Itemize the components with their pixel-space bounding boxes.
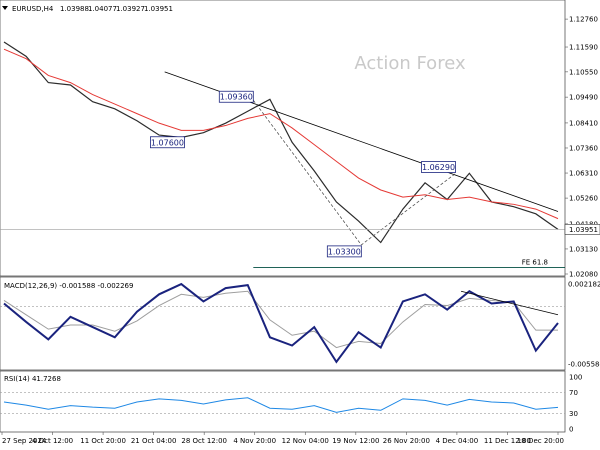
price-label-text: 1.07600	[151, 138, 184, 147]
y-tick-label: 1.12760	[569, 16, 598, 24]
x-tick-label: 11 Dec 12:00	[484, 437, 531, 445]
y-tick-label: 1.06310	[569, 170, 598, 178]
ohlc-low: 1.03927	[116, 5, 145, 13]
x-tick-label: 4 Oct 12:00	[32, 437, 73, 445]
x-tick-label: 18 Dec 20:00	[517, 437, 564, 445]
x-tick-label: 21 Oct 04:00	[131, 437, 177, 445]
fibonacci-zigzag[interactable]	[252, 100, 456, 246]
y-tick-label: 1.07360	[569, 144, 598, 152]
main-panel-frame	[0, 0, 566, 277]
axis-layer: 1.12760 1.11590 1.10550 1.09490 1.08410 1.073…	[1, 16, 600, 445]
x-tick-label: 27 Sep 2024	[2, 437, 47, 445]
rsi-panel-frame	[0, 370, 566, 433]
symbol-label: EURUSD,H4	[12, 5, 54, 13]
price-label: 1.06290	[421, 161, 456, 173]
y-tick-label: 1.10550	[569, 68, 598, 76]
macd-title: MACD(12,26,9) -0.001588 -0.002269	[4, 282, 133, 290]
rsi-y-tick-label: 30	[569, 410, 578, 418]
y-tick-label: 1.08410	[569, 119, 598, 127]
price-label: 1.03300	[326, 245, 362, 258]
rsi-title: RSI(14) 41.7268	[4, 375, 61, 383]
rsi-y-tick-label: 100	[569, 374, 582, 382]
price-label-box	[218, 90, 254, 103]
price-label-box	[421, 161, 456, 173]
macd-line	[3, 282, 559, 364]
price-line	[3, 41, 559, 244]
macd-panel-frame	[0, 276, 566, 371]
dropdown-triangle-icon[interactable]	[2, 6, 8, 10]
rsi-layer	[0, 392, 565, 414]
y-tick-label: 1.03130	[569, 245, 598, 253]
current-price-tag	[564, 224, 600, 235]
x-tick-label: 19 Nov 12:00	[332, 437, 379, 445]
macd-y-tick-label: -0.005584	[568, 360, 600, 368]
x-tick-label: 26 Nov 20:00	[383, 437, 430, 445]
price-label-text: 1.03300	[328, 247, 361, 256]
current-price-label: 1.03951	[569, 226, 598, 234]
rsi-y-tick-label: 70	[569, 389, 578, 397]
y-tick-label: 1.09490	[569, 94, 598, 102]
main-price-layer: FE 61.8 1.09360 1.07600 1.03300 1.06290	[0, 41, 565, 268]
x-tick-label: 11 Oct 20:00	[80, 437, 126, 445]
macd-layer	[0, 282, 565, 364]
y-tick-label: 1.02080	[569, 271, 598, 279]
y-tick-label: 1.11590	[569, 44, 598, 52]
x-tick-label: 12 Nov 04:00	[282, 437, 329, 445]
ohlc-close: 1.03951	[144, 5, 173, 13]
price-label-text: 1.06290	[422, 163, 455, 172]
ohlc-open: 1.03988	[60, 5, 89, 13]
chart-header: EURUSD,H4 1.03988 1.04077 1.03927 1.0395…	[2, 5, 173, 13]
price-label-box	[326, 245, 362, 258]
x-tick-label: 28 Oct 12:00	[181, 437, 227, 445]
watermark-text: Action Forex	[354, 53, 466, 74]
fe-level-label: FE 61.8	[522, 259, 548, 267]
ohlc-high: 1.04077	[88, 5, 117, 13]
moving-average-line	[3, 48, 559, 220]
macd-y-tick-label: 0.002182	[568, 281, 600, 289]
macd-trendline[interactable]	[460, 290, 559, 316]
price-label-text: 1.09360	[220, 93, 253, 102]
macd-signal-line	[3, 290, 558, 349]
price-label: 1.09360	[218, 90, 254, 103]
price-label: 1.07600	[150, 136, 185, 149]
rsi-line	[3, 397, 559, 413]
price-label-box	[150, 136, 185, 149]
x-tick-label: 4 Dec 04:00	[436, 437, 479, 445]
x-tick-label: 4 Nov 20:00	[233, 437, 276, 445]
rsi-y-tick-label: 0	[569, 426, 573, 434]
y-tick-label: 1.05260	[569, 195, 598, 203]
